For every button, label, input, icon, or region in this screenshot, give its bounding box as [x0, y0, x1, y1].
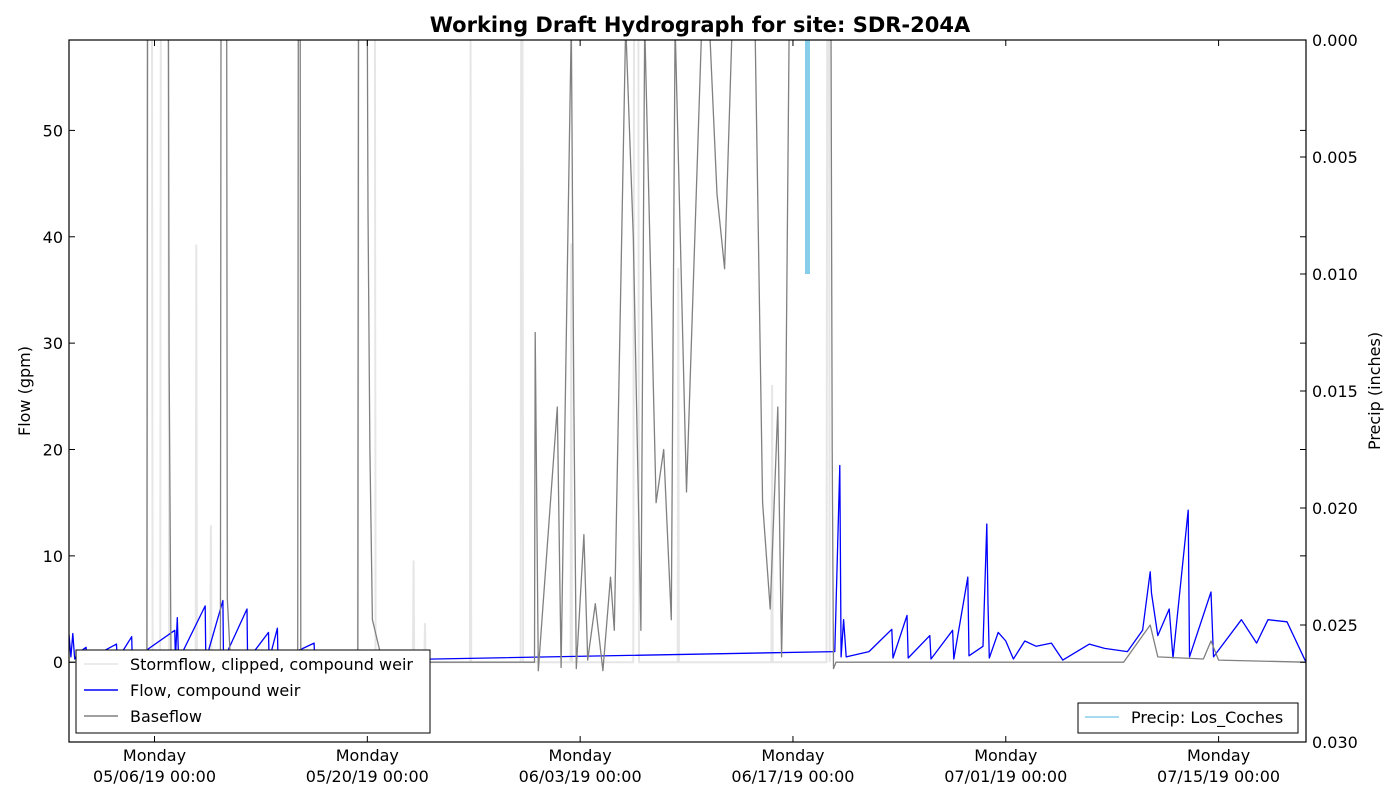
legend-left-box: [75, 649, 431, 734]
y2-tick-label: 0.025: [1312, 616, 1358, 635]
x-tick-weekday: Monday: [336, 746, 399, 765]
legend-label-stormflow: Stormflow, clipped, compound weir: [130, 655, 413, 674]
precip-bar-1: [805, 40, 810, 274]
x-tick-weekday: Monday: [974, 746, 1037, 765]
y-tick-label: 20: [43, 441, 63, 460]
y-tick-label: 40: [43, 228, 63, 247]
series-line-3: [69, 40, 1306, 672]
x-tick-datetime: 07/15/19 00:00: [1157, 767, 1280, 786]
x-axis: Monday 05/06/19 00:00 Monday 05/20/19 00:00…: [93, 40, 1280, 786]
y2-tick-label: 0.010: [1312, 265, 1358, 284]
legend-right: Precip: Los_Coches: [1077, 702, 1299, 734]
x-tick-datetime: 06/03/19 00:00: [519, 767, 642, 786]
y-tick-label: 10: [43, 547, 63, 566]
x-tick-datetime: 07/01/19 00:00: [944, 767, 1067, 786]
y-axis-label: Flow (gpm): [15, 346, 34, 436]
x-tick-weekday: Monday: [761, 746, 824, 765]
y2-axis-label: Precip (inches): [1365, 332, 1384, 450]
x-tick-weekday: Monday: [549, 746, 612, 765]
right-axis: 0.000 0.005 0.010 0.015 0.020 0.025 0.030: [1300, 31, 1358, 752]
x-tick-datetime: 05/20/19 00:00: [306, 767, 429, 786]
x-tick-datetime: 06/17/19 00:00: [731, 767, 854, 786]
left-axis: 0 10 20 30 40 50: [43, 121, 1306, 672]
y-tick-label: 0: [53, 653, 63, 672]
x-tick-weekday: Monday: [1187, 746, 1250, 765]
y2-tick-label: 0.020: [1312, 499, 1358, 518]
legend-label-precip: Precip: Los_Coches: [1131, 708, 1283, 728]
precip-layer: [805, 40, 810, 274]
y2-tick-label: 0.005: [1312, 148, 1358, 167]
chart-title: Working Draft Hydrograph for site: SDR-2…: [430, 13, 971, 37]
x-tick-datetime: 05/06/19 00:00: [93, 767, 216, 786]
legend-label-flow: Flow, compound weir: [130, 681, 301, 700]
y2-tick-label: 0.000: [1312, 31, 1358, 50]
y-tick-label: 30: [43, 334, 63, 353]
legend-right-box: [1077, 702, 1299, 734]
legend-left: Stormflow, clipped, compound weir Flow, …: [75, 649, 431, 734]
legend-label-baseflow: Baseflow: [130, 707, 202, 726]
x-tick-weekday: Monday: [123, 746, 186, 765]
y2-tick-label: 0.015: [1312, 382, 1358, 401]
y2-tick-label: 0.030: [1312, 733, 1358, 752]
y-tick-label: 50: [43, 121, 63, 140]
